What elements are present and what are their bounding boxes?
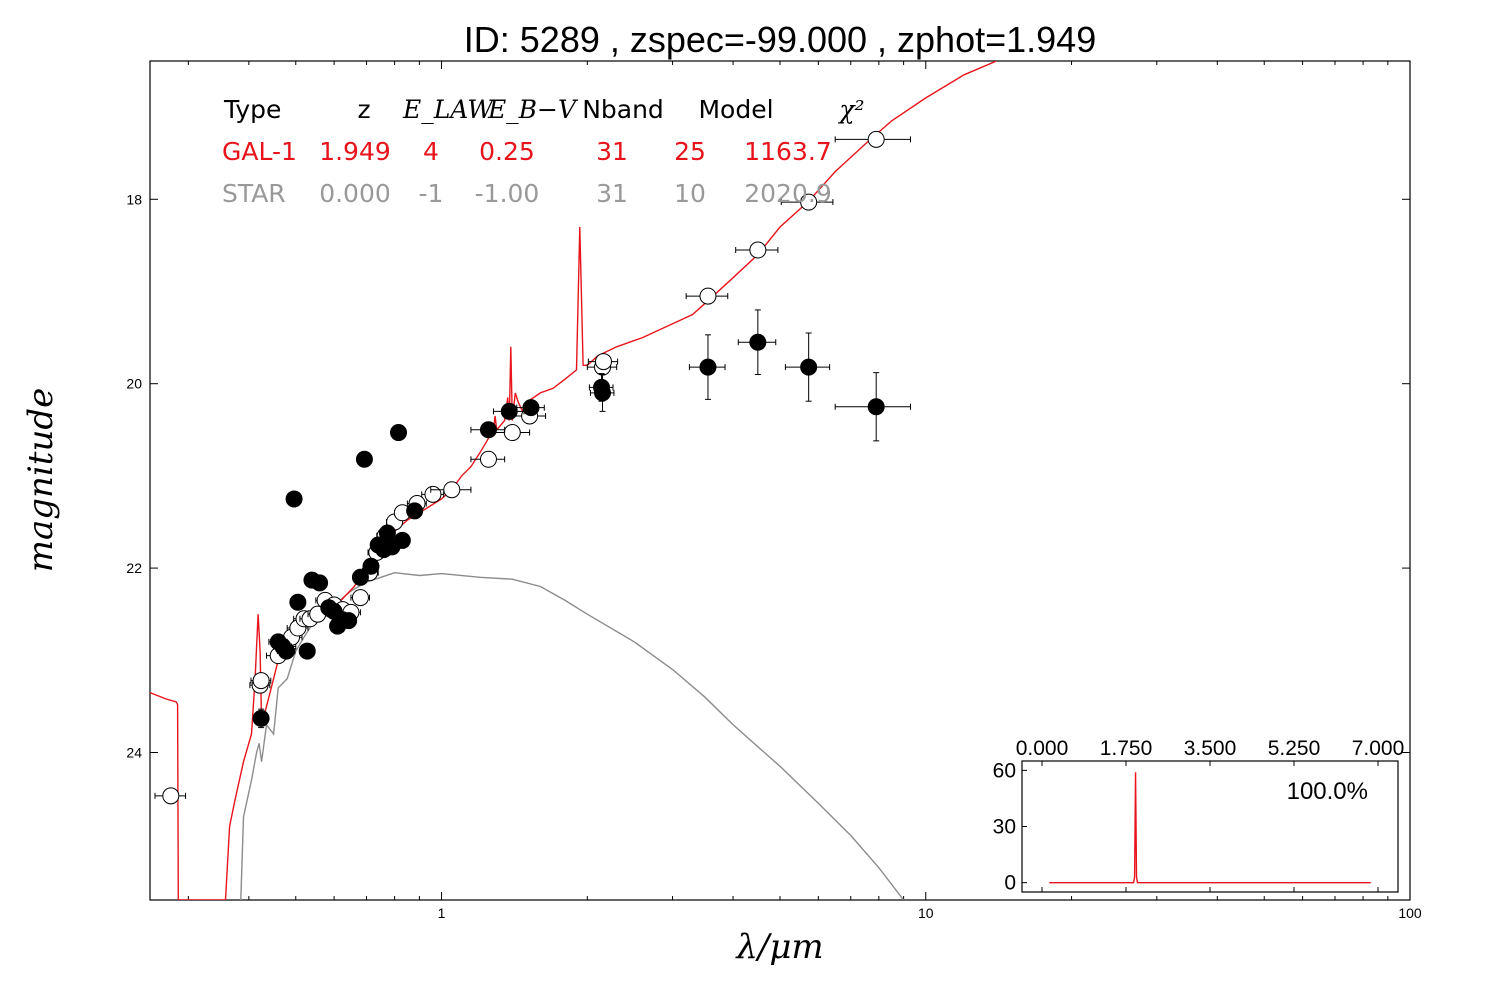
table-cell: GAL-1	[222, 137, 297, 166]
table-header-cell: χ²	[837, 95, 864, 124]
filled-data-point	[311, 574, 329, 592]
table-header-cell: E_LAW	[402, 95, 495, 124]
inset-y-tick-label: 0	[1004, 872, 1016, 895]
filled-data-point	[252, 709, 270, 727]
plot-content	[150, 61, 997, 900]
filled-data-point	[351, 568, 369, 586]
filled-data-point	[800, 358, 818, 376]
open-data-point	[867, 130, 885, 148]
filled-data-point	[522, 399, 540, 417]
y-tick-label: 20	[126, 376, 142, 392]
table-cell: 25	[674, 137, 706, 166]
inset-x-tick-label: 7.000	[1352, 737, 1405, 760]
star-model-curve	[240, 571, 905, 900]
filled-data-point	[749, 333, 767, 351]
y-tick-label: 18	[126, 191, 142, 207]
open-data-point	[443, 481, 461, 499]
filled-data-point	[594, 384, 612, 402]
table-cell: STAR	[222, 179, 286, 208]
table-header-cell: Type	[223, 95, 281, 124]
y-axis-label: magnitude	[21, 388, 61, 573]
filled-data-point	[390, 424, 408, 442]
y-tick-label: 24	[126, 744, 142, 760]
table-header-cell: z	[357, 95, 370, 124]
table-cell: 10	[674, 179, 706, 208]
table-cell: 1163.7	[744, 137, 831, 166]
table-cell: 0.25	[479, 137, 535, 166]
x-tick-label: 100	[1398, 905, 1422, 921]
filled-data-point	[289, 593, 307, 611]
filled-data-point	[699, 358, 717, 376]
table-cell: 31	[596, 137, 628, 166]
open-data-point	[162, 787, 180, 805]
filled-data-point	[277, 642, 295, 660]
table-cell: 2020.9	[744, 179, 831, 208]
inset-y-tick-label: 60	[993, 759, 1016, 782]
filled-data-point	[285, 490, 303, 508]
inset-x-tick-label: 3.500	[1184, 737, 1237, 760]
filled-data-point	[500, 402, 518, 420]
filled-data-point	[355, 450, 373, 468]
table-header-cell: Nband	[582, 95, 664, 124]
inset-x-tick-label: 1.750	[1100, 737, 1153, 760]
open-data-point	[351, 589, 369, 607]
inset-y-tick-label: 30	[993, 816, 1016, 839]
open-data-point	[503, 424, 521, 442]
x-tick-label: 10	[918, 905, 934, 921]
chart-title: ID: 5289 , zspec=-99.000 , zphot=1.949	[464, 19, 1096, 60]
table-cell: -1	[419, 179, 444, 208]
x-tick-label: 1	[438, 905, 446, 921]
table-cell: 1.949	[319, 137, 391, 166]
open-data-point	[479, 450, 497, 468]
filled-data-point	[340, 612, 358, 630]
y-tick-label: 22	[126, 560, 142, 576]
pdf-curve	[1049, 772, 1371, 884]
table-cell: -1.00	[475, 179, 540, 208]
filled-data-point	[393, 531, 411, 549]
open-data-point	[424, 485, 442, 503]
open-data-point	[699, 287, 717, 305]
redshift-pdf-inset: 0.000 1.750 3.500 5.250 7.000 60 30 0 100.0%	[993, 737, 1405, 895]
table-cell: 0.000	[319, 179, 391, 208]
x-axis-label: λ/μm	[734, 927, 823, 967]
filled-data-point	[479, 421, 497, 439]
filled-data-point	[362, 557, 380, 575]
open-data-point	[800, 193, 818, 211]
filled-data-point	[867, 398, 885, 416]
table-header-cell: E_B−V	[487, 95, 579, 124]
table-cell: 31	[596, 179, 628, 208]
pdf-percent-label: 100.0%	[1287, 778, 1368, 805]
inset-x-tick-label: 0.000	[1016, 737, 1069, 760]
table-cell: 4	[423, 137, 439, 166]
open-data-point	[594, 353, 612, 371]
open-data-point	[252, 672, 270, 690]
table-header-cell: Model	[698, 95, 773, 124]
open-data-point	[749, 241, 767, 259]
filled-data-point	[406, 502, 424, 520]
inset-x-tick-label: 5.250	[1268, 737, 1321, 760]
filled-data-point	[298, 642, 316, 660]
